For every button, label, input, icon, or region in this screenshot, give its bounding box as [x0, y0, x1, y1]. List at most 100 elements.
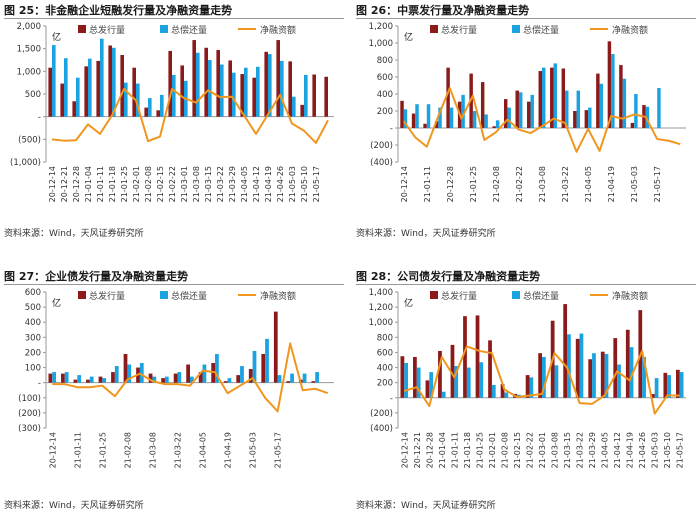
- unit-label: 亿: [52, 297, 61, 309]
- issue-bar: [400, 356, 405, 398]
- repay-bar: [592, 353, 596, 398]
- issue-bar: [60, 83, 64, 117]
- repay-bar: [495, 120, 500, 128]
- x-tick-label: 21-01-11: [423, 166, 432, 202]
- legend-label-net: 净融资额: [612, 24, 648, 36]
- issue-bar: [500, 384, 505, 398]
- repay-bar: [629, 347, 634, 398]
- y-tick-label: (200): [370, 409, 393, 419]
- issue-bar: [216, 50, 220, 117]
- repay-bar: [215, 353, 219, 383]
- x-tick-label: 21-05-10: [663, 432, 672, 468]
- y-tick-label: 200: [25, 348, 41, 358]
- legend-label-net: 净融资额: [260, 290, 296, 302]
- net-financing-line: [402, 87, 681, 153]
- issue-bar: [198, 372, 203, 383]
- repay-bar: [112, 47, 116, 117]
- x-tick-label: 21-05-10: [300, 166, 309, 202]
- repay-bar: [542, 356, 546, 398]
- x-tick-label: 21-05-03: [249, 432, 258, 468]
- x-tick-label: 21-03-08: [538, 166, 547, 202]
- repay-bar: [177, 372, 182, 383]
- x-tick-label: 21-01-25: [475, 432, 484, 468]
- issue-bar: [236, 375, 241, 383]
- x-tick-label: 21-05-03: [288, 166, 297, 202]
- issue-bar: [413, 356, 417, 398]
- x-tick-label: 20-12-21: [413, 432, 422, 468]
- repay-bar: [256, 66, 260, 117]
- repay-bar: [52, 372, 57, 383]
- chart-plot: (400) (200) - 200 400 600 800 1,000 1,200 亿 20-12-…: [369, 22, 686, 202]
- repay-bar: [89, 376, 94, 383]
- repay-bar: [599, 83, 604, 128]
- repay-bar: [441, 391, 446, 398]
- x-tick-label: 21-04-19: [626, 432, 635, 468]
- repay-bar: [280, 60, 284, 117]
- issue-bar: [144, 107, 148, 117]
- repay-bar: [645, 106, 650, 128]
- x-tick-label: 21-03-22: [173, 432, 182, 468]
- issue-bar: [300, 104, 304, 117]
- x-tick-label: 21-02-08: [123, 432, 132, 468]
- repay-bar: [472, 111, 477, 128]
- issue-bar: [61, 373, 65, 383]
- y-tick-label: (1,000): [10, 158, 41, 168]
- repay-bar: [518, 92, 523, 128]
- repay-bar: [127, 364, 132, 383]
- issue-bar: [425, 380, 430, 398]
- issue-bar: [550, 67, 554, 128]
- x-tick-label: 21-01-11: [450, 432, 459, 468]
- legend-swatch-repay: [160, 291, 168, 299]
- issue-bar: [588, 359, 593, 398]
- repay-bar: [124, 82, 128, 117]
- y-tick-label: 200: [377, 107, 393, 117]
- x-tick-label: 20-12-21: [60, 166, 69, 202]
- chart-title: 图 26：中票发行量及净融资量走势: [356, 4, 530, 17]
- issue-bar: [475, 315, 480, 398]
- repay-bar: [152, 376, 157, 383]
- repay-bar: [277, 375, 282, 383]
- x-tick-label: 21-03-08: [192, 166, 201, 202]
- repay-bar: [679, 372, 684, 398]
- y-tick-label: -: [390, 394, 393, 404]
- x-tick-label: 21-03-08: [148, 432, 157, 468]
- issue-bar: [96, 60, 100, 117]
- chart-panel-28: 图 28：公司债发行量及净融资量走势 (400) (200) - 200 400 600 8…: [356, 266, 696, 516]
- y-tick-label: 1,500: [17, 45, 41, 55]
- repay-bar: [290, 373, 294, 383]
- issue-bar: [492, 126, 496, 128]
- repay-bar: [642, 356, 646, 398]
- repay-bar: [64, 372, 69, 383]
- x-tick-label: 21-03-29: [588, 432, 597, 468]
- x-tick-label: 21-04-05: [240, 166, 249, 202]
- x-tick-label: 21-04-05: [199, 432, 208, 468]
- x-tick-label: 21-03-15: [204, 166, 213, 202]
- issue-bar: [156, 110, 160, 117]
- repay-bar: [136, 83, 140, 117]
- issue-bar: [148, 373, 153, 383]
- issue-bar: [463, 316, 467, 398]
- repay-bar: [579, 333, 584, 398]
- issue-bar: [248, 369, 253, 383]
- issue-bar: [180, 65, 184, 117]
- issue-bar: [563, 304, 568, 398]
- repay-bar: [252, 350, 257, 383]
- y-tick-label: 600: [25, 288, 41, 298]
- issue-bar: [525, 375, 530, 398]
- y-tick-label: 500: [25, 90, 41, 100]
- chart-plot: (300) (200) (100) - 100 200 300 400 500 600 亿 20-12…: [18, 288, 334, 468]
- legend-swatch-repay: [160, 25, 168, 33]
- issue-bar: [108, 45, 112, 117]
- issue-bar: [625, 329, 630, 398]
- repay-bar: [667, 375, 671, 398]
- x-tick-label: 21-04-12: [252, 166, 261, 202]
- repay-bar: [657, 88, 661, 128]
- issue-bar: [515, 90, 519, 128]
- issue-bar: [73, 379, 78, 383]
- x-tick-label: 21-03-29: [228, 166, 237, 202]
- x-tick-label: 20-12-14: [400, 166, 409, 202]
- legend-label-net: 净融资额: [612, 290, 648, 302]
- y-tick-label: 200: [377, 379, 393, 389]
- legend-label-issue: 总发行量: [441, 290, 477, 302]
- y-tick-label: (100): [18, 394, 41, 404]
